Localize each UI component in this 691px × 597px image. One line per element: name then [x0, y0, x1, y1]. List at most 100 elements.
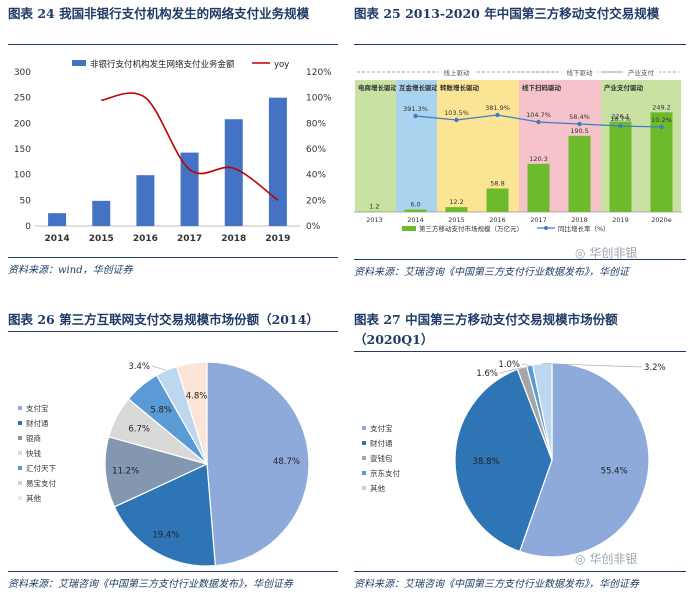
legend-label: 易宝支付: [26, 478, 56, 488]
x-tick-label: 2015: [448, 216, 465, 224]
pie-slice: [175, 361, 208, 465]
legend-label: 支付宝: [26, 403, 49, 413]
chart-25-title-rule: [354, 44, 686, 45]
legend-swatch: [362, 426, 366, 430]
x-tick-label: 2019: [265, 234, 290, 244]
chart-25-watermark: ◎ 华创非银: [575, 244, 637, 261]
pie-slice: [104, 436, 209, 508]
yoy-value-label: 381.9%: [485, 104, 510, 112]
wechat-icon: ◎: [575, 552, 586, 566]
legend-swatch: [18, 436, 22, 440]
yoy-value-label: 103.5%: [444, 109, 469, 117]
chart-27-watermark: ◎ 华创非银: [575, 550, 637, 567]
bar: [224, 119, 243, 226]
pie-slice: [113, 463, 216, 567]
legend-swatch: [362, 456, 366, 460]
yoy-point: [536, 119, 541, 125]
legend-label: 壹钱包: [370, 453, 393, 463]
bar: [48, 213, 67, 226]
yoy-point: [618, 123, 623, 129]
x-tick-label: 2016: [133, 234, 158, 244]
slice-value-label: 11.2%: [112, 467, 139, 477]
legend-label: 快钱: [26, 448, 41, 458]
x-tick-label: 2017: [530, 216, 547, 224]
stage-label: 线下扫码驱动: [522, 83, 562, 92]
slice-value-label: 5.8%: [150, 405, 172, 415]
chart-24: 非银行支付机构发生网络支付业务金额 yoy 0 50 100 150 200 250 300 0%…: [14, 59, 332, 244]
x-tick-label: 2018: [221, 234, 246, 244]
legend-swatch: [18, 466, 22, 470]
chart-24-title: 图表 24 我国非银行支付机构发生的网络支付业务规模: [8, 6, 310, 21]
chart-26: 48.7% 19.4% 11.2% 6.7%5.8% 3.4% 4.8% 支付宝财付通银商快…: [18, 361, 310, 567]
legend-swatch: [18, 451, 22, 455]
y-right-tick-label: 100%: [306, 94, 332, 104]
chart-24-source: 资料来源：wind，华创证券: [8, 265, 133, 276]
legend-label: 银商: [26, 433, 41, 443]
chart-26-source: 资料来源：艾瑞咨询《中国第三方支付行业数据发布》，华创证券: [8, 579, 293, 590]
x-tick-label: 2014: [45, 234, 70, 244]
pie-slice: [206, 361, 310, 567]
y-right-tick-label: 120%: [306, 68, 332, 78]
chart-26-title: 图表 26 第三方互联网支付交易规模市场份额（2014）: [8, 312, 319, 327]
stage-label: 转账增长驱动: [440, 83, 480, 92]
legend-swatch: [18, 406, 22, 410]
chart-26-source-rule: [8, 571, 338, 572]
legend-bar-label: 第三方移动支付市场规模（万亿元）: [419, 224, 523, 233]
y-right-tick-label: 20%: [306, 196, 326, 206]
yoy-line: [101, 92, 279, 201]
bar-value-label: 249.2: [652, 103, 671, 111]
legend-line-label: 同比增长率（%）: [558, 224, 610, 233]
x-tick-label: 2013: [366, 216, 383, 224]
chart-24-source-rule: [8, 257, 338, 258]
wechat-icon: ◎: [575, 246, 586, 260]
slice-value-label: 38.8%: [473, 457, 500, 467]
x-tick-label: 2017: [177, 234, 202, 244]
y-left-tick-label: 250: [14, 94, 31, 104]
bar: [650, 112, 673, 212]
slice-value-label: 4.8%: [186, 391, 208, 401]
slice-leader-line: [151, 365, 167, 371]
yoy-point: [495, 112, 500, 118]
bar: [568, 135, 591, 212]
legend-line-label: yoy: [274, 60, 289, 70]
y-left-tick-label: 0: [25, 222, 31, 232]
stage-label: 电商增长驱动: [358, 83, 398, 92]
slice-leader-line: [499, 367, 523, 374]
x-tick-label: 2014: [407, 216, 424, 224]
yoy-value-label: 10.2%: [651, 116, 672, 124]
chart-27-source-rule: [354, 571, 686, 572]
chart-27-watermark-text: 华创非银: [589, 552, 638, 566]
y-right-tick-label: 0%: [306, 222, 321, 232]
bar: [92, 200, 111, 226]
phase-label: 线上驱动: [444, 68, 471, 77]
legend-label: 京东支付: [370, 468, 400, 478]
bar-value-label: 1.2: [369, 203, 379, 211]
chart-27-title-line2: （2020Q1）: [354, 332, 434, 347]
bar-value-label: 12.2: [449, 198, 463, 206]
pie-slice: [454, 368, 553, 553]
slice-value-label: 55.4%: [601, 467, 628, 477]
chart-24-title-rule: [8, 44, 338, 45]
legend-bar-swatch: [402, 226, 416, 231]
yoy-point: [577, 121, 582, 127]
y-right-tick-label: 60%: [306, 145, 326, 155]
phase-label-bg: [438, 66, 475, 78]
x-tick-label: 2019: [612, 216, 629, 224]
chart-25-source-rule: [354, 259, 686, 260]
bar-value-label: 6.0: [410, 201, 420, 209]
slice-leader-line: [542, 363, 643, 368]
y-left-tick-label: 150: [14, 145, 31, 155]
chart-25-watermark-text: 华创非银: [589, 246, 638, 260]
legend-label: 财付通: [26, 418, 49, 428]
slice-leader-line: [521, 363, 530, 366]
yoy-value-label: 58.4%: [569, 113, 590, 121]
chart-26-title-rule: [8, 331, 338, 332]
bar: [268, 97, 287, 226]
slice-value-label: 48.7%: [273, 457, 300, 467]
yoy-point: [413, 113, 418, 119]
pie-slice: [531, 362, 553, 461]
bar: [180, 152, 199, 226]
legend-swatch: [18, 496, 22, 500]
slice-value-label: 6.7%: [128, 425, 150, 435]
